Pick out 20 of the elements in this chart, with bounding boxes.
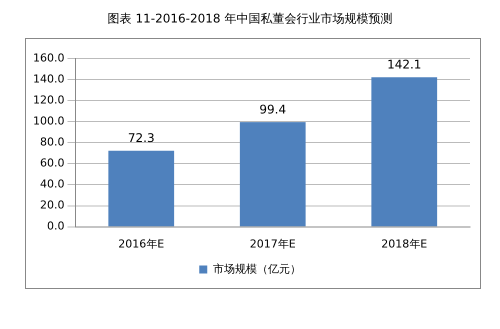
bar xyxy=(240,122,306,226)
y-tick-label: 120.0 xyxy=(32,93,64,106)
y-tick-label: 20.0 xyxy=(40,198,64,212)
y-tick-label: 60.0 xyxy=(40,156,64,170)
chart-title: 图表 11-2016-2018 年中国私董会行业市场规模预测 xyxy=(108,11,392,26)
legend-label: 市场规模（亿元） xyxy=(212,262,301,276)
y-tick-label: 80.0 xyxy=(40,135,64,148)
y-tick-label: 0.0 xyxy=(46,220,64,233)
x-tick-label: 2016年E xyxy=(118,237,164,250)
x-tick-label: 2018年E xyxy=(381,237,428,250)
bar xyxy=(108,150,174,226)
y-tick-label: 100.0 xyxy=(32,114,64,128)
y-tick-label: 140.0 xyxy=(32,72,64,86)
y-tick-label: 160.0 xyxy=(32,51,64,64)
y-tick-label: 40.0 xyxy=(40,178,64,191)
data-label: 72.3 xyxy=(128,130,155,145)
bar xyxy=(371,77,438,226)
x-tick-label: 2017年E xyxy=(250,237,296,250)
data-label: 142.1 xyxy=(387,57,422,72)
data-label: 99.4 xyxy=(259,102,286,116)
